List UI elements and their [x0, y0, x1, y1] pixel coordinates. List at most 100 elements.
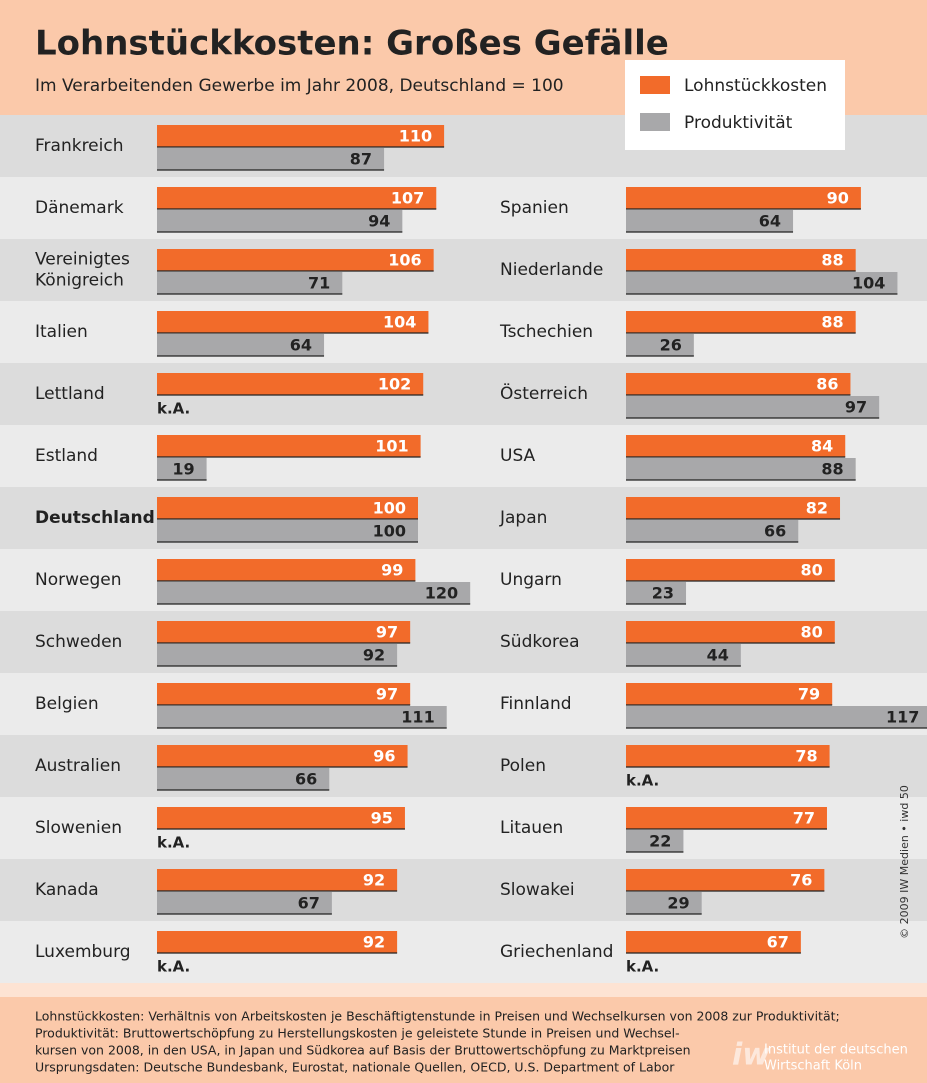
bar	[157, 745, 408, 767]
category-label: Polen	[500, 756, 546, 776]
value-label: 64	[759, 212, 781, 231]
value-label: 66	[764, 522, 786, 541]
value-label: 120	[425, 584, 458, 603]
value-label: 76	[790, 871, 812, 890]
bar	[626, 559, 835, 581]
bar	[157, 334, 325, 356]
bar	[626, 745, 830, 767]
value-label: 102	[378, 375, 411, 394]
value-label: 97	[376, 685, 398, 704]
category-label: Italien	[35, 322, 88, 342]
value-label: 97	[845, 398, 867, 417]
value-label: 77	[793, 809, 815, 828]
category-label: Vereinigtes Königreich	[35, 250, 130, 291]
value-label: 95	[371, 809, 393, 828]
bar	[157, 148, 385, 170]
bar	[157, 520, 418, 542]
bar	[157, 869, 398, 891]
bar	[626, 931, 801, 953]
bar	[626, 396, 880, 418]
bar	[157, 807, 405, 829]
bar	[157, 768, 330, 790]
value-label: 88	[821, 251, 843, 270]
category-label: Deutschland	[35, 508, 155, 528]
value-label: 82	[806, 499, 828, 518]
value-label: 111	[401, 708, 434, 727]
value-label: 104	[852, 274, 885, 293]
bar	[157, 125, 445, 147]
category-label: Finnland	[500, 694, 572, 714]
category-label: Japan	[499, 508, 547, 528]
value-label: 90	[827, 189, 849, 208]
bar	[626, 621, 835, 643]
category-label: Luxemburg	[35, 942, 131, 962]
category-label: Kanada	[35, 880, 99, 900]
category-label: Griechenland	[500, 942, 613, 962]
value-label: 79	[798, 685, 820, 704]
bar	[157, 644, 398, 666]
bar	[626, 458, 856, 480]
value-label: 96	[373, 747, 395, 766]
category-label: Frankreich	[35, 136, 124, 156]
copyright: © 2009 IW Medien • iwd 50	[898, 785, 911, 939]
bar	[157, 931, 398, 953]
category-label: Südkorea	[500, 632, 580, 652]
value-label: 84	[811, 437, 833, 456]
footer-bg	[0, 983, 927, 1083]
bar	[157, 311, 429, 333]
bar	[157, 373, 424, 395]
footnote: Produktivität: Bruttowertschöpfung zu He…	[35, 1026, 680, 1041]
bar	[157, 621, 411, 643]
bar	[157, 683, 411, 705]
category-label: Lettland	[35, 384, 105, 404]
legend-label: Lohnstückkosten	[684, 76, 827, 96]
bar	[157, 892, 332, 914]
bar	[626, 373, 851, 395]
bar	[626, 706, 927, 728]
category-label: Niederlande	[500, 260, 603, 280]
category-label: Spanien	[500, 198, 569, 218]
value-label: 101	[375, 437, 408, 456]
bar	[626, 435, 846, 457]
value-label: 78	[795, 747, 817, 766]
category-label: Tschechien	[499, 322, 593, 342]
category-label: Australien	[35, 756, 121, 776]
category-label: Schweden	[35, 632, 122, 652]
footnote: Lohnstückkosten: Verhältnis von Arbeitsk…	[35, 1009, 840, 1024]
na-label: k.A.	[157, 958, 190, 976]
category-label: Österreich	[500, 382, 588, 404]
bar	[157, 272, 343, 294]
bar	[157, 210, 403, 232]
category-label: USA	[500, 446, 536, 466]
bar	[626, 272, 898, 294]
value-label: 100	[373, 522, 406, 541]
category-label: Estland	[35, 446, 98, 466]
value-label: 92	[363, 646, 385, 665]
na-label: k.A.	[157, 400, 190, 418]
bar	[626, 311, 856, 333]
chart-title: Lohnstückkosten: Großes Gefälle	[35, 24, 669, 64]
value-label: 44	[707, 646, 729, 665]
institute-name: Wirtschaft Köln	[764, 1059, 862, 1074]
bar	[626, 807, 827, 829]
footer-strip	[0, 983, 927, 997]
bar	[157, 435, 421, 457]
value-label: 86	[816, 375, 838, 394]
value-label: 23	[652, 584, 674, 603]
bar	[157, 706, 447, 728]
na-label: k.A.	[626, 958, 659, 976]
bar	[626, 497, 841, 519]
value-label: 19	[172, 460, 194, 479]
legend-swatch	[640, 113, 670, 131]
category-label: Ungarn	[500, 570, 562, 590]
footnote: Ursprungsdaten: Deutsche Bundesbank, Eur…	[35, 1060, 675, 1075]
value-label: 29	[667, 894, 689, 913]
legend-label: Produktivität	[684, 113, 793, 133]
value-label: 80	[801, 561, 823, 580]
chart-subtitle: Im Verarbeitenden Gewerbe im Jahr 2008, …	[35, 76, 564, 96]
footnote: kursen von 2008, in den USA, in Japan un…	[35, 1043, 691, 1058]
category-label: Slowenien	[35, 818, 122, 838]
value-label: 71	[308, 274, 330, 293]
value-label: 94	[368, 212, 390, 231]
